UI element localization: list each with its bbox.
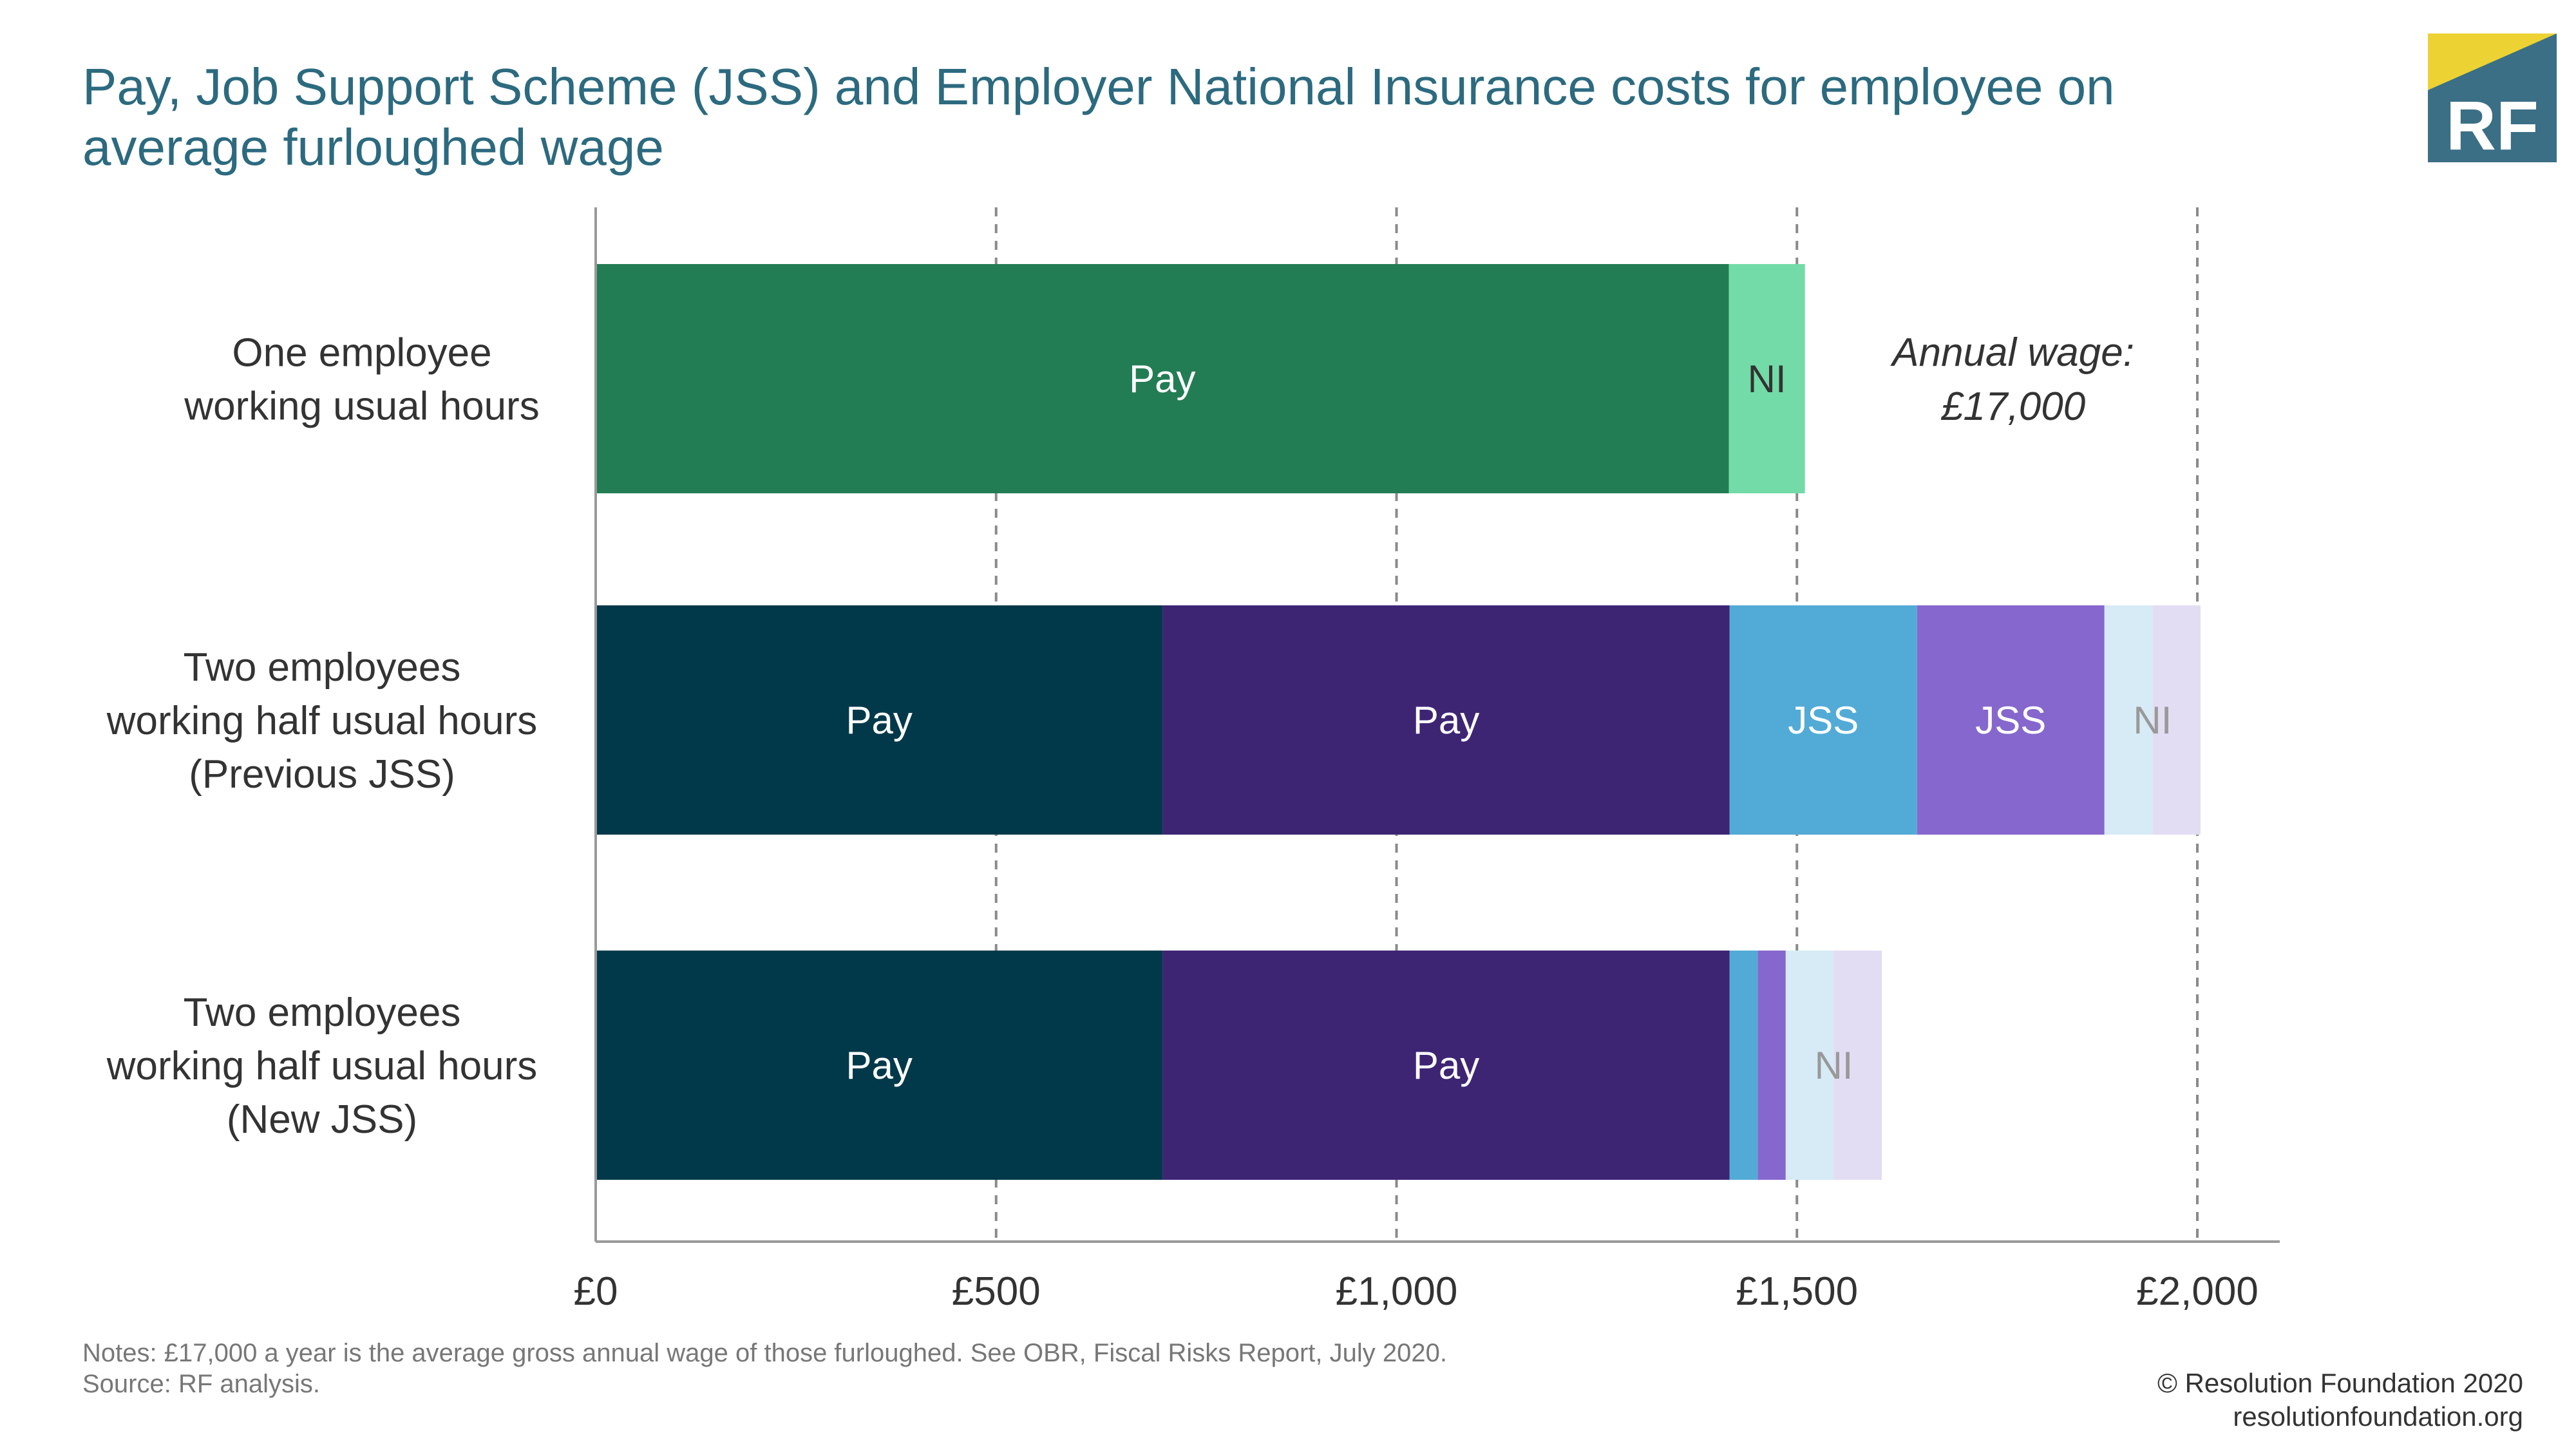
footer: © Resolution Foundation 2020 resolutionf… <box>2157 1368 2523 1432</box>
annotation-line-2: £17,000 <box>1940 384 2085 429</box>
bar-2-segment-3 <box>1729 605 1917 835</box>
category-3-line-3: (New JSS) <box>227 1097 417 1142</box>
x-tick-labels: £0 £500 £1,000 £1,500 £2,000 <box>574 1269 2259 1314</box>
category-3-line-1: Two employees <box>184 990 461 1035</box>
category-2-line-2: working half usual hours <box>106 699 538 743</box>
bar-1-segment-2 <box>1728 264 1805 493</box>
bar-3-ni-label: NI <box>1814 1044 1853 1087</box>
axes <box>594 207 2280 1243</box>
bar-3-segment-3 <box>1729 951 1758 1180</box>
bar-3-segment-4 <box>1757 951 1786 1180</box>
bar-2-ni-label: NI <box>2133 699 2172 742</box>
title-line-1: Pay, Job Support Scheme (JSS) and Employ… <box>82 58 2115 115</box>
x-tick-label-0: £0 <box>574 1269 618 1314</box>
category-2-line-3: (Previous JSS) <box>189 752 455 797</box>
category-label-3: Two employees working half usual hours (Ne… <box>106 990 538 1142</box>
bar-2-segment-4-label: JSS <box>1975 699 2046 742</box>
annotation-line-1: Annual wage: <box>1889 330 2134 375</box>
bar-2-segment-5 <box>2104 605 2153 835</box>
category-2-line-1: Two employees <box>184 645 461 690</box>
rf-logo: RF <box>2428 33 2557 164</box>
logo-yellow-corner <box>2428 33 2557 90</box>
bar-1-segment-2-label: NI <box>1748 357 1786 401</box>
category-label-1: One employee working usual hours <box>184 331 539 429</box>
notes: Notes: £17,000 a year is the average gro… <box>82 1339 1447 1398</box>
x-tick-label-500: £500 <box>952 1269 1041 1314</box>
bar-3-segment-2 <box>1162 951 1730 1180</box>
bar-3-segment-6 <box>1833 951 1882 1180</box>
chart-title: Pay, Job Support Scheme (JSS) and Employ… <box>82 58 2115 176</box>
bar-3: Pay Pay NI <box>596 951 1882 1180</box>
category-1-line-2: working usual hours <box>184 384 539 429</box>
x-tick-label-1000: £1,000 <box>1336 1269 1458 1314</box>
bar-3-segment-1 <box>596 951 1163 1180</box>
website-text: resolutionfoundation.org <box>2233 1401 2523 1432</box>
category-labels: One employee working usual hours Two emplo… <box>106 331 540 1142</box>
annotation: Annual wage: £17,000 <box>1889 330 2134 429</box>
bar-2-segment-4 <box>1917 605 2105 835</box>
bar-2-segment-6 <box>2152 605 2201 835</box>
title-line-2: average furloughed wage <box>82 118 664 176</box>
bar-1-segment-1 <box>596 264 1729 493</box>
bar-1: Pay NI <box>596 264 1805 493</box>
bar-2-segment-2 <box>1162 605 1730 835</box>
bar-2-segment-1-label: Pay <box>846 699 913 742</box>
bar-3-segment-5 <box>1785 951 1834 1180</box>
notes-line: Notes: £17,000 a year is the average gro… <box>82 1339 1447 1367</box>
bar-1-segment-1-label: Pay <box>1129 357 1195 401</box>
source-line: Source: RF analysis. <box>82 1370 320 1398</box>
bar-2-segment-1 <box>596 605 1163 835</box>
category-3-line-2: working half usual hours <box>106 1044 538 1088</box>
bar-2-segment-3-label: JSS <box>1788 699 1859 742</box>
category-label-2: Two employees working half usual hours (Pr… <box>106 645 538 797</box>
bars: Pay NI Pay Pay JSS JSS NI Pay Pay NI <box>596 264 2201 1180</box>
copyright-text: © Resolution Foundation 2020 <box>2157 1368 2523 1398</box>
category-1-line-1: One employee <box>232 331 491 375</box>
bar-3-segment-2-label: Pay <box>1413 1044 1479 1087</box>
x-tick-label-2000: £2,000 <box>2136 1269 2259 1314</box>
bar-2: Pay Pay JSS JSS NI <box>596 605 2201 835</box>
bar-3-segment-1-label: Pay <box>846 1044 913 1087</box>
bar-2-segment-2-label: Pay <box>1413 699 1479 742</box>
x-tick-label-1500: £1,500 <box>1736 1269 1858 1314</box>
logo-text: RF <box>2446 86 2539 164</box>
